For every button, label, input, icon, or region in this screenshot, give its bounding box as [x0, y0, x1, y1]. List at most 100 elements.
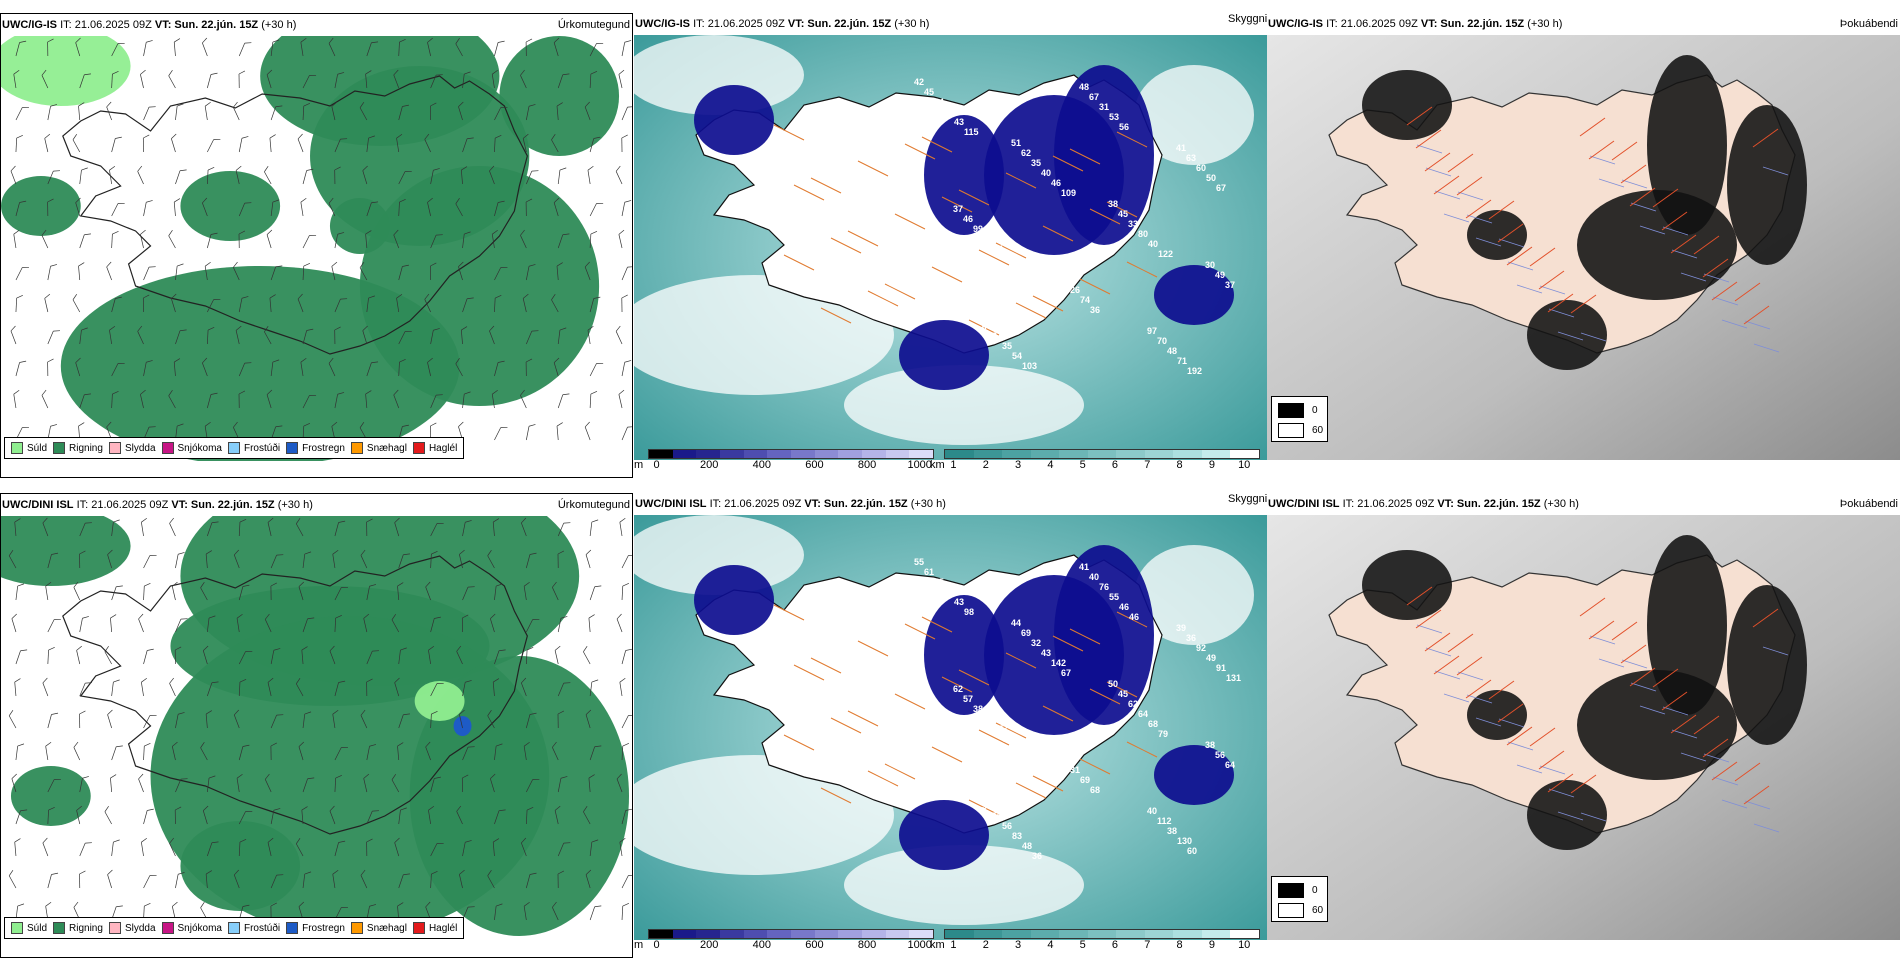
panel-title: Úrkomutegund	[558, 14, 630, 36]
visibility-value-label: 41	[1176, 143, 1186, 153]
visibility-value-label: 64	[1225, 760, 1235, 770]
legend-label: Frostregn	[302, 443, 345, 454]
visibility-value-label: 69	[1080, 775, 1090, 785]
visibility-value-label: 53	[1109, 112, 1119, 122]
colorbar-swatch	[791, 930, 815, 938]
legend-item: Slydda	[109, 922, 156, 934]
visibility-value-label: 46	[1129, 612, 1139, 622]
legend-swatch	[228, 922, 240, 934]
legend-swatch-dark	[1278, 883, 1304, 898]
legend-item: Frostúði	[228, 442, 280, 454]
fog-map	[1267, 515, 1900, 940]
visibility-value-label: 97	[1147, 326, 1157, 336]
legend-swatch	[11, 442, 23, 454]
visibility-value-label: 63	[1186, 153, 1196, 163]
visibility-value-label: 59	[992, 811, 1002, 821]
visibility-value-label: 67	[1061, 668, 1071, 678]
colorbar-swatch	[1202, 930, 1231, 938]
visibility-value-label: 67	[1089, 92, 1099, 102]
visibility-value-label: 54	[1050, 265, 1060, 275]
init-time: IT: 21.06.2025 09Z	[60, 19, 152, 31]
visibility-value-label: 55	[1109, 592, 1119, 602]
visibility-value-label: 43	[954, 117, 964, 127]
colorbar-swatch	[744, 450, 768, 458]
visibility-value-label: 49	[1215, 270, 1225, 280]
visibility-value-label: 68	[1090, 785, 1100, 795]
visibility-panel-bottom: UWC/DINI ISL IT: 21.06.2025 09Z VT: Sun.…	[634, 493, 1267, 958]
colorbar-swatch	[1031, 930, 1060, 938]
colorbar-tick-label: 7	[1144, 459, 1150, 471]
colorbar-swatch	[974, 450, 1003, 458]
colorbar-tick-label: 1000	[907, 459, 931, 471]
colorbar-tick-label: 800	[858, 939, 876, 951]
colorbar-tick-label: 4	[1047, 939, 1053, 951]
colorbar-swatch	[696, 450, 720, 458]
colorbar-tick-label: 2	[983, 459, 989, 471]
colorbar-swatch	[1002, 450, 1031, 458]
colorbar-tick-label: 200	[700, 939, 718, 951]
height-colorbar-swatches	[648, 929, 934, 939]
colorbar-swatch	[1059, 930, 1088, 938]
visibility-value-label: 31	[1099, 102, 1109, 112]
distance-colorbar-unit: km	[930, 459, 945, 471]
colorbar-swatch	[720, 930, 744, 938]
init-time: IT: 21.06.2025 09Z	[1326, 18, 1418, 30]
legend-label: Haglél	[429, 443, 457, 454]
fog-panel-bottom: UWC/DINI ISL IT: 21.06.2025 09Z VT: Sun.…	[1267, 493, 1900, 958]
colorbar-swatch	[974, 930, 1003, 938]
legend-label: Snæhagl	[367, 923, 407, 934]
legend-label: Slydda	[125, 923, 156, 934]
visibility-value-label: 94	[1060, 755, 1070, 765]
colorbar-swatch	[1059, 450, 1088, 458]
visibility-value-label: 61	[924, 567, 934, 577]
panel-header: UWC/DINI ISL IT: 21.06.2025 09Z VT: Sun.…	[634, 493, 1267, 515]
valid-time: VT: Sun. 22.jún. 15Z	[1421, 18, 1524, 30]
legend-item: Frostregn	[286, 922, 345, 934]
visibility-value-label: 79	[1158, 729, 1168, 739]
visibility-value-label: 76	[1099, 582, 1109, 592]
visibility-value-label: 40	[1041, 168, 1051, 178]
height-colorbar-swatches	[648, 449, 934, 459]
legend-label: Snjókoma	[178, 443, 222, 454]
visibility-value-label: 37	[992, 331, 1002, 341]
precip-panel-top: UWC/IG-IS IT: 21.06.2025 09Z VT: Sun. 22…	[0, 13, 633, 478]
visibility-value-label: 98	[964, 607, 974, 617]
visibility-value-label: 47	[925, 780, 935, 790]
model-name: UWC/DINI ISL	[1268, 498, 1340, 510]
visibility-value-label: 39	[1176, 623, 1186, 633]
visibility-value-label: 112	[1157, 816, 1172, 826]
visibility-value-label: 111	[1003, 734, 1017, 744]
visibility-value-label: 67	[1216, 183, 1226, 193]
visibility-value-label: 38	[1167, 826, 1177, 836]
visibility-value-label: 26	[1070, 285, 1080, 295]
panel-header: UWC/DINI ISL IT: 21.06.2025 09Z VT: Sun.…	[1267, 493, 1900, 515]
colorbar-swatch	[720, 450, 744, 458]
visibility-value-label: 46	[963, 214, 973, 224]
lead-time: (+30 h)	[894, 18, 929, 30]
legend-item: Snæhagl	[351, 922, 407, 934]
colorbar-tick-label: 8	[1177, 459, 1183, 471]
model-name: UWC/DINI ISL	[2, 499, 74, 511]
colorbar-tick-label: 3	[1015, 939, 1021, 951]
legend-swatch-light	[1278, 903, 1304, 918]
legend-swatch	[413, 922, 425, 934]
visibility-value-label: 88	[915, 770, 925, 780]
fog-legend: 0 60	[1271, 876, 1328, 922]
legend-label: Súld	[27, 443, 47, 454]
colorbar-tick-label: 10	[1238, 459, 1250, 471]
visibility-value-label: 35	[1031, 158, 1041, 168]
legend-swatch	[286, 442, 298, 454]
colorbar-swatch	[862, 450, 886, 458]
visibility-panel-top: UWC/IG-IS IT: 21.06.2025 09Z VT: Sun. 22…	[634, 13, 1267, 478]
visibility-value-label: 33	[944, 587, 954, 597]
legend-item: Rigning	[53, 442, 103, 454]
colorbar-swatch	[791, 450, 815, 458]
colorbar-swatch	[1173, 450, 1202, 458]
visibility-value-label: 56	[1002, 821, 1012, 831]
legend-item: Frostúði	[228, 922, 280, 934]
visibility-value-label: 40	[1148, 239, 1158, 249]
visibility-value-label: 49	[1060, 275, 1070, 285]
